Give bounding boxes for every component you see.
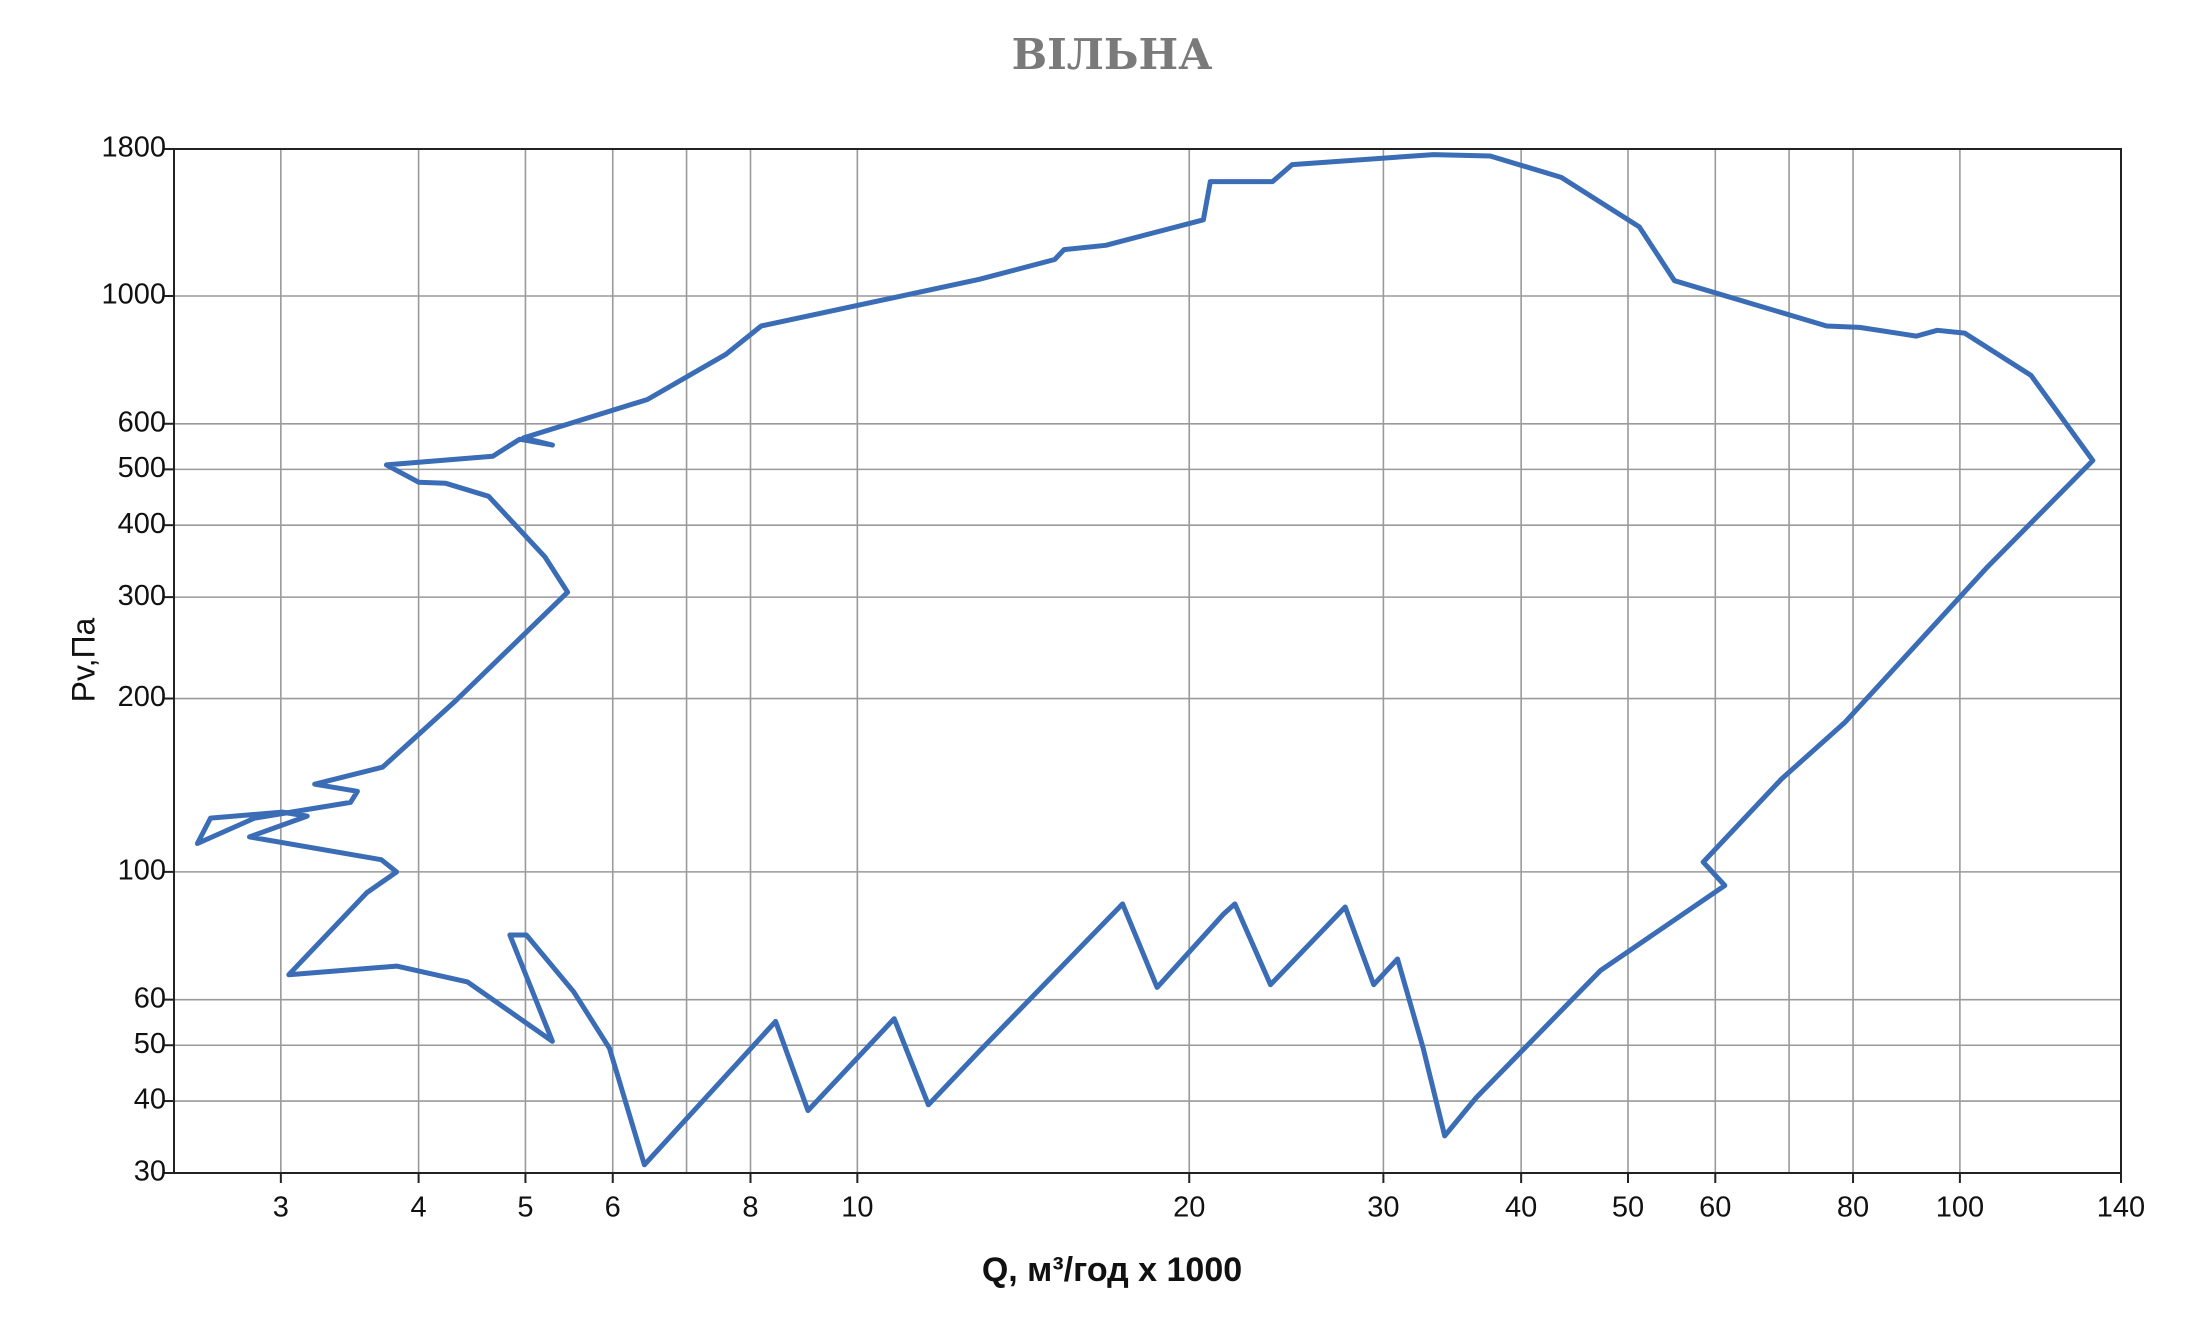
y-tick-label: 30	[134, 1156, 166, 1188]
plot-frame	[173, 148, 2122, 1174]
x-tick-label: 100	[1936, 1192, 1984, 1224]
x-axis-label: Q, м³/год x 1000	[982, 1251, 1242, 1289]
x-tick-label: 50	[1612, 1192, 1644, 1224]
y-tick-label: 600	[118, 406, 166, 438]
y-tick-label: 500	[118, 452, 166, 484]
y-tick-label: 100	[118, 855, 166, 887]
x-tick-label: 140	[2097, 1192, 2145, 1224]
y-axis-label: Pv,Па	[65, 617, 101, 702]
x-tick-label: 5	[517, 1192, 533, 1224]
y-tick-label: 1000	[101, 279, 166, 311]
x-tick-label: 10	[841, 1192, 873, 1224]
y-tick-label: 400	[118, 508, 166, 540]
y-tick-label: 200	[118, 681, 166, 713]
y-tick-label: 1800	[101, 132, 166, 164]
y-tick-label: 300	[118, 580, 166, 612]
x-tick-label: 20	[1173, 1192, 1205, 1224]
x-tick-label: 8	[742, 1192, 758, 1224]
x-tick-label: 30	[1367, 1192, 1399, 1224]
x-tick-label: 40	[1505, 1192, 1537, 1224]
series-line	[194, 152, 2096, 1168]
x-tick-label: 4	[411, 1192, 427, 1224]
x-tick-label: 60	[1699, 1192, 1731, 1224]
x-tick-label: 6	[605, 1192, 621, 1224]
y-tick-label: 40	[134, 1084, 166, 1116]
y-tick-label: 50	[134, 1028, 166, 1060]
chart-title: ВІЛЬНА	[1012, 30, 1213, 79]
y-tick-label: 60	[134, 982, 166, 1014]
x-tick-label: 3	[273, 1192, 289, 1224]
x-tick-label: 80	[1837, 1192, 1869, 1224]
